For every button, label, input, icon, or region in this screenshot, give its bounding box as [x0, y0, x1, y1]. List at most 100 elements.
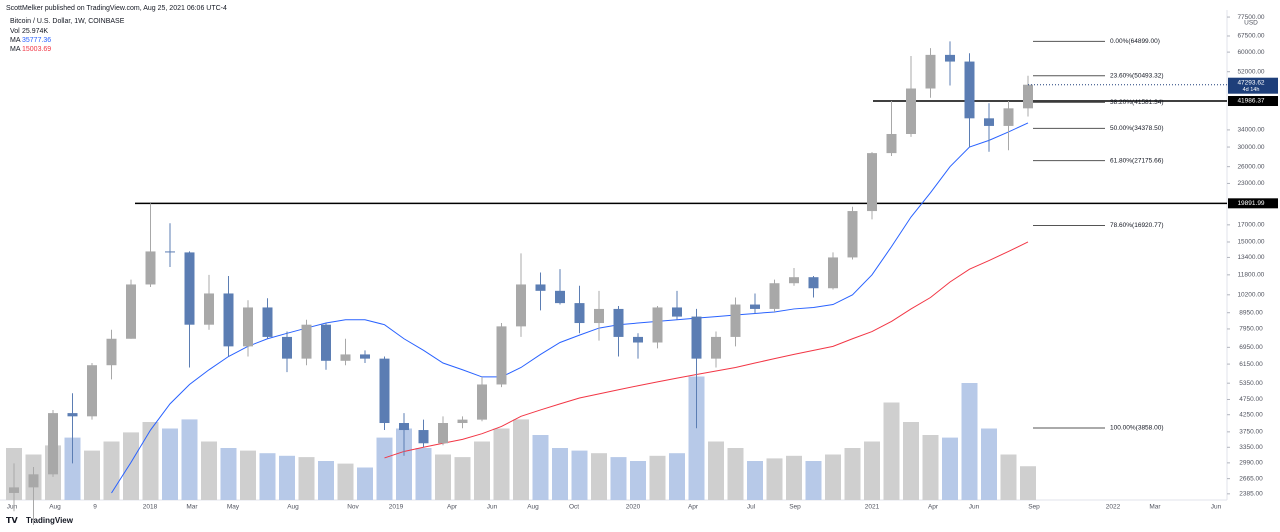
candle-body: [457, 419, 468, 424]
x-tick-label: 2018: [143, 504, 158, 511]
volume-bar: [64, 437, 81, 500]
fib-label: 50.00%(34378.50): [1110, 125, 1164, 132]
indicator-value: 15003.69: [22, 46, 51, 53]
volume-bar: [201, 441, 217, 500]
volume-bar: [630, 461, 646, 500]
y-tick-label: 6950.00: [1239, 344, 1263, 351]
indicator-name: Vol: [10, 28, 20, 35]
x-tick-label: Apr: [688, 504, 699, 511]
volume-bar: [591, 453, 607, 500]
volume-bar: [181, 419, 198, 500]
x-tick-label: 2021: [865, 504, 880, 511]
candle-body: [399, 423, 409, 431]
y-tick-label: 23000.00: [1237, 180, 1264, 187]
indicator-name: MA: [10, 46, 21, 53]
candle-body: [301, 324, 312, 359]
volume-bar: [961, 383, 978, 500]
volume-bar: [493, 428, 510, 500]
candle-body: [516, 284, 526, 327]
candle-body: [496, 326, 507, 385]
volume-bar: [376, 437, 393, 500]
candle-body: [535, 284, 546, 291]
volume-bar: [727, 448, 744, 500]
y-tick-label: 8950.00: [1239, 309, 1263, 316]
candle-body: [262, 307, 273, 337]
candle-body: [984, 118, 994, 126]
y-tick-label: 34000.00: [1237, 127, 1264, 134]
candle-body: [964, 61, 975, 119]
symbol: Bitcoin / U.S. Dollar, 1W, COINBASE: [10, 18, 125, 25]
x-tick-label: Oct: [569, 504, 579, 511]
x-tick-label: Jun: [969, 504, 980, 511]
y-tick-label: 5350.00: [1239, 380, 1263, 387]
candle-body: [379, 358, 390, 424]
volume-bar: [532, 435, 549, 500]
candle-body: [555, 290, 565, 304]
volume-bar: [220, 448, 237, 500]
volume-bar: [240, 450, 256, 500]
hline-label-bg: [1228, 96, 1278, 107]
candle-body: [87, 365, 97, 417]
volume-bar: [688, 376, 705, 500]
candle-body: [1023, 84, 1033, 109]
candle-body: [828, 257, 838, 289]
x-tick-label: May: [227, 504, 240, 511]
y-tick-label: 2990.00: [1239, 460, 1263, 467]
x-tick-label: Jun: [1211, 504, 1222, 511]
volume-bar: [922, 435, 939, 500]
candle-body: [906, 88, 916, 134]
x-tick-label: Apr: [928, 504, 939, 511]
candle-body: [711, 336, 721, 359]
x-tick-label: Aug: [49, 504, 61, 511]
candle-body: [204, 293, 214, 325]
candle-body: [223, 293, 234, 347]
volume-bar: [825, 454, 841, 500]
volume-bar: [883, 402, 900, 500]
candle-body: [321, 324, 331, 361]
volume-bar: [552, 448, 568, 500]
candle-body: [28, 474, 39, 488]
y-tick-label: 4750.00: [1239, 396, 1263, 403]
candle-body: [594, 308, 604, 324]
candle-body: [1003, 108, 1014, 126]
volume-bar: [571, 450, 588, 500]
candle-body: [477, 384, 487, 420]
x-tick-label: Jul: [747, 504, 756, 511]
candle-body: [418, 430, 429, 444]
y-tick-label: 10200.00: [1237, 292, 1264, 299]
volume-bar: [298, 457, 315, 500]
candle-body: [574, 303, 585, 324]
volume-bar: [513, 419, 529, 500]
volume-bar: [103, 441, 120, 500]
volume-bar: [1000, 454, 1017, 500]
moving-average: [384, 241, 1029, 459]
y-tick-label: 7950.00: [1239, 326, 1263, 333]
candle-body: [652, 307, 663, 343]
x-tick-label: Sep: [1028, 504, 1040, 511]
volume-bar: [84, 450, 100, 500]
volume-bar: [454, 457, 471, 500]
x-tick-label: 9: [93, 504, 97, 511]
volume-bar: [747, 461, 763, 500]
x-tick-label: Jun: [7, 504, 18, 511]
last-price-bg: [1228, 77, 1278, 94]
volume-bar: [786, 455, 802, 500]
candle-body: [438, 423, 448, 444]
fib-label: 78.60%(16920.77): [1110, 222, 1164, 229]
volume-bar: [435, 454, 451, 500]
volume-bar: [123, 432, 139, 500]
y-tick-label: 52000.00: [1237, 68, 1264, 75]
y-tick-label: 2385.00: [1239, 491, 1263, 498]
candle-body: [789, 277, 799, 284]
candle-body: [633, 336, 643, 343]
y-tick-label: 6150.00: [1239, 361, 1263, 368]
candle-body: [9, 487, 19, 493]
volume-bar: [357, 467, 373, 500]
footer-logo: 𝗧𝗩: [6, 516, 18, 525]
candle-body: [126, 284, 136, 339]
y-tick-label: 26000.00: [1237, 163, 1264, 170]
candle-body: [282, 336, 292, 359]
y-unit: USD: [1244, 20, 1258, 27]
volume-bar: [649, 455, 666, 500]
